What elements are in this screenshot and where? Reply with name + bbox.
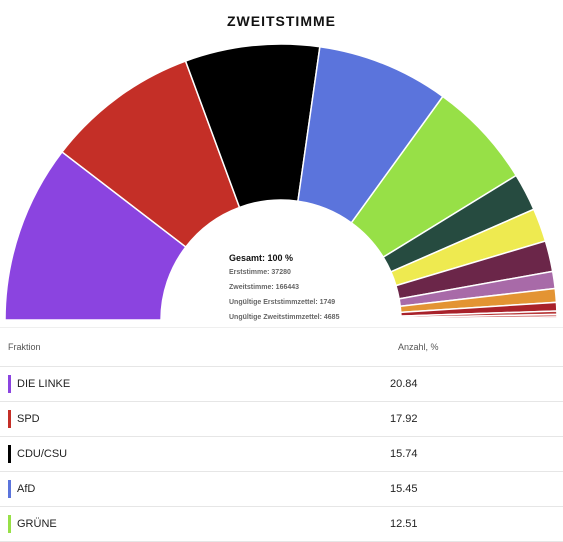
party-value: 17.92 [390, 413, 418, 425]
party-name: AfD [17, 483, 36, 495]
table-row[interactable]: GRÜNE 12.51 [0, 507, 563, 542]
party-value: 20.84 [390, 378, 418, 390]
party-cell: DIE LINKE [0, 375, 390, 393]
header-party: Fraktion [8, 342, 41, 352]
table-body: DIE LINKE 20.84 SPD 17.92 CDU/CSU 15.74 AfD 15.… [0, 367, 563, 542]
party-value: 15.45 [390, 483, 418, 495]
party-cell: GRÜNE [0, 515, 390, 533]
summary-line: Ungültige Zweitstimmzettel: 4685 [229, 314, 340, 321]
summary-total: Gesamt: 100 % [229, 253, 294, 263]
party-color-swatch [8, 410, 11, 428]
party-name: CDU/CSU [17, 448, 68, 460]
summary-line: Erststimme: 37280 [229, 269, 291, 276]
table-row[interactable]: AfD 15.45 [0, 472, 563, 507]
table-row[interactable]: DIE LINKE 20.84 [0, 367, 563, 402]
party-name: GRÜNE [17, 518, 57, 530]
party-name: SPD [17, 413, 40, 425]
chart-slice-die-linke[interactable] [4, 150, 187, 321]
table-row[interactable]: CDU/CSU 15.74 [0, 437, 563, 472]
chart-slice-14[interactable] [400, 318, 558, 321]
chart-title: ZWEITSTIMME [227, 13, 336, 29]
party-cell: CDU/CSU [0, 445, 390, 463]
semicircle-chart [4, 43, 558, 321]
party-name: DIE LINKE [17, 378, 71, 390]
party-color-swatch [8, 515, 11, 533]
table-header: Fraktion Anzahl, % [0, 327, 563, 367]
party-cell: SPD [0, 410, 390, 428]
summary-box: Gesamt: 100 % Erststimme: 37280 Zweitsti… [229, 253, 339, 329]
header-value: Anzahl, % [398, 342, 439, 352]
results-table: Fraktion Anzahl, % DIE LINKE 20.84 SPD 17.9… [0, 327, 563, 542]
party-value: 15.74 [390, 448, 418, 460]
summary-line: Zweitstimme: 166443 [229, 284, 300, 291]
party-color-swatch [8, 375, 11, 393]
party-cell: AfD [0, 480, 390, 498]
table-row[interactable]: SPD 17.92 [0, 402, 563, 437]
party-value: 12.51 [390, 518, 418, 530]
party-color-swatch [8, 480, 11, 498]
party-color-swatch [8, 445, 11, 463]
summary-line: Ungültige Erststimmzettel: 1749 [229, 299, 336, 306]
